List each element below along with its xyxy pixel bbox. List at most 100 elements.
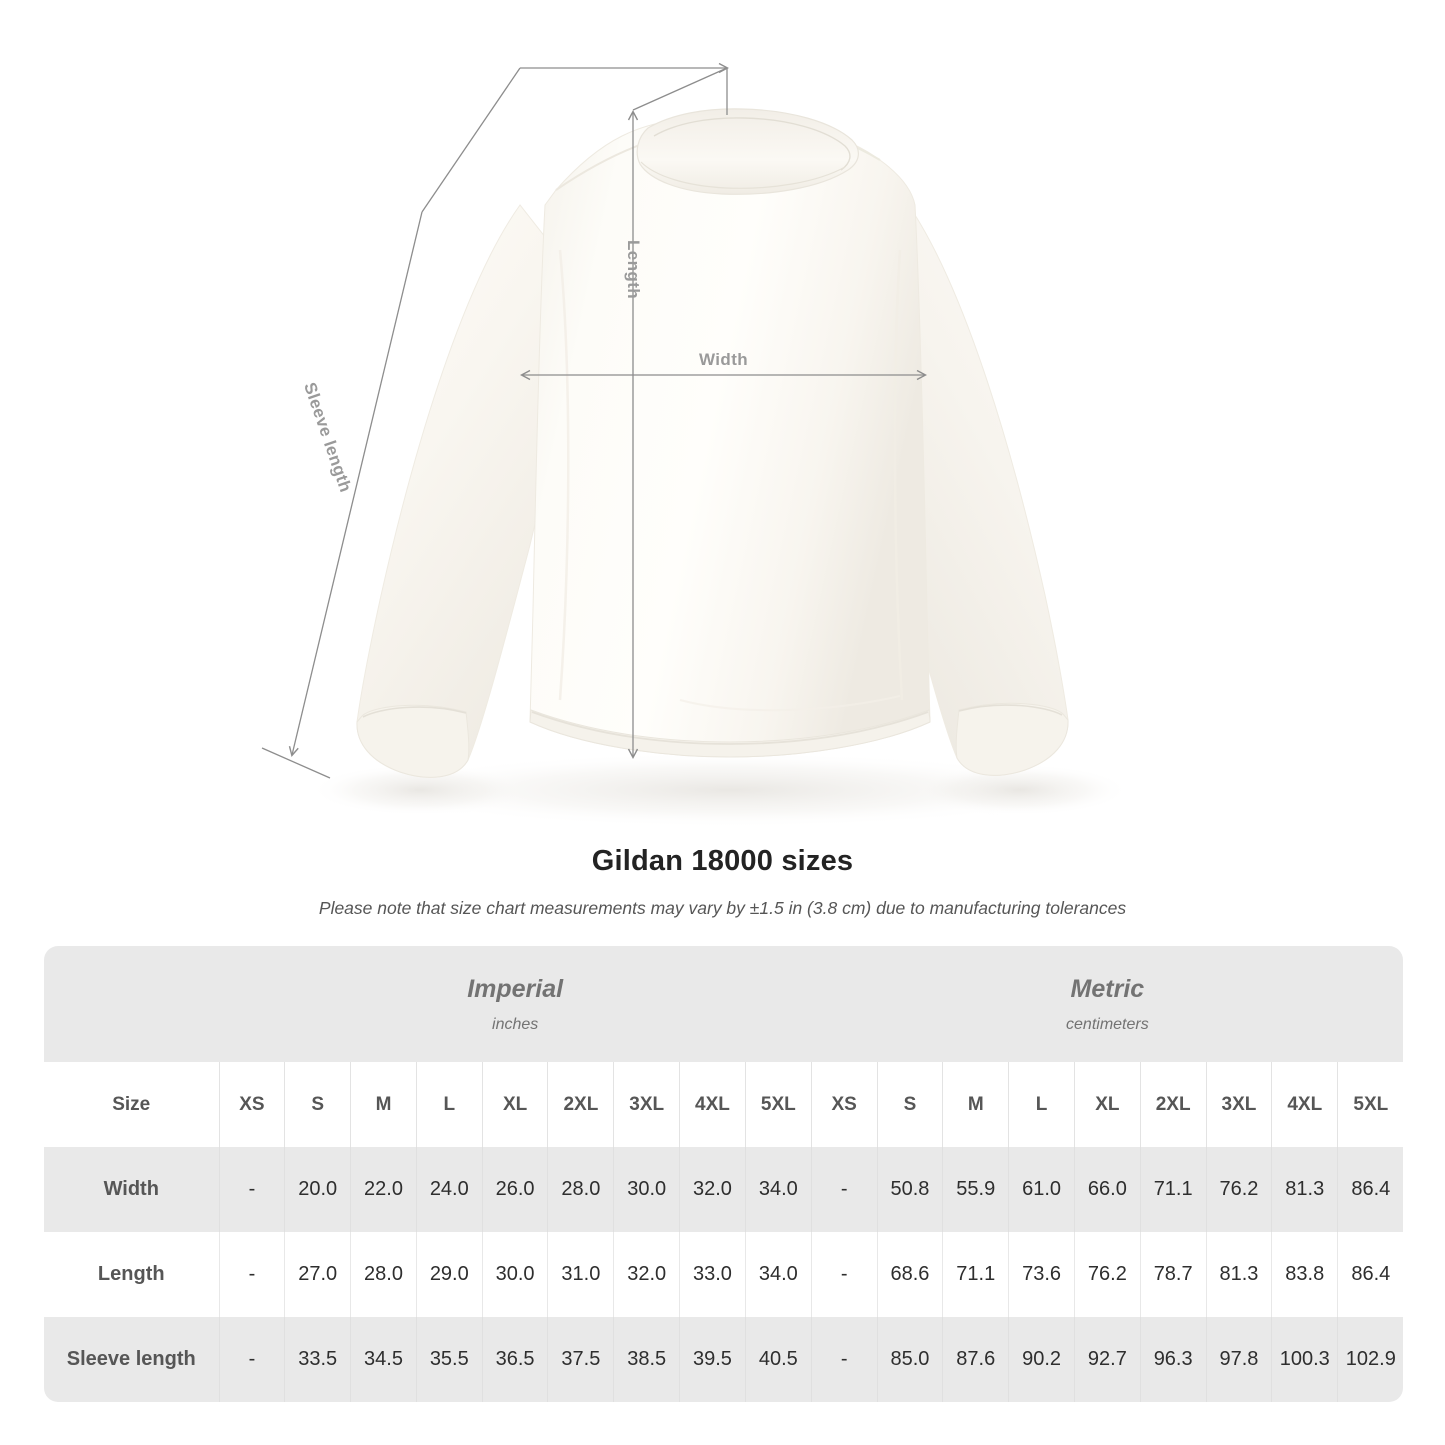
column-header-imperial-l: L [415, 1062, 483, 1147]
cell-width-imperial-s: 20.0 [284, 1147, 351, 1232]
cell-sleeve-length-metric-xs: - [810, 1317, 878, 1402]
column-header-imperial-3xl: 3XL [613, 1062, 680, 1147]
column-header-metric-xl: XL [1073, 1062, 1141, 1147]
width-dimension-label: Width [699, 350, 749, 369]
left-cuff [356, 704, 470, 778]
cell-length-imperial-xl: 30.0 [481, 1232, 548, 1317]
cell-width-imperial-xl: 26.0 [481, 1147, 548, 1232]
cell-sleeve-length-metric-2xl: 96.3 [1139, 1317, 1207, 1402]
sleeve-measure-line [261, 62, 729, 779]
cell-sleeve-length-metric-s: 85.0 [876, 1317, 943, 1402]
unit-group-name: Imperial [467, 975, 564, 1004]
cell-length-imperial-m: 28.0 [350, 1232, 417, 1317]
cell-length-imperial-4xl: 33.0 [679, 1232, 746, 1317]
cell-length-metric-m: 71.1 [942, 1232, 1009, 1317]
sweatshirt-illustration [261, 62, 1130, 828]
column-header-imperial-2xl: 2XL [547, 1062, 614, 1147]
cell-length-metric-5xl: 86.4 [1337, 1232, 1404, 1317]
cell-width-imperial-3xl: 30.0 [613, 1147, 680, 1232]
tolerance-note: Please note that size chart measurements… [318, 898, 1127, 918]
cell-sleeve-length-metric-3xl: 97.8 [1205, 1317, 1272, 1402]
cell-length-imperial-l: 29.0 [415, 1232, 483, 1317]
unit-group-subtitle: centimeters [1066, 1015, 1149, 1033]
cell-width-metric-s: 50.8 [876, 1147, 943, 1232]
cell-sleeve-length-imperial-xs: - [218, 1317, 285, 1402]
cell-sleeve-length-metric-xl: 92.7 [1073, 1317, 1141, 1402]
cell-width-metric-3xl: 76.2 [1205, 1147, 1272, 1232]
table-row: Length -27.0 28.0 29.0 30.0 31.0 32.0 33.0 34.0-… [44, 1232, 1404, 1317]
cell-sleeve-length-imperial-xl: 36.5 [481, 1317, 548, 1402]
cell-width-imperial-5xl: 34.0 [744, 1147, 812, 1232]
column-header-imperial-5xl: 5XL [744, 1062, 812, 1147]
cell-width-metric-5xl: 86.4 [1337, 1147, 1404, 1232]
cell-sleeve-length-metric-5xl: 102.9 [1337, 1317, 1404, 1402]
cell-width-imperial-l: 24.0 [415, 1147, 483, 1232]
cell-sleeve-length-imperial-5xl: 40.5 [744, 1317, 812, 1402]
unit-group-name: Metric [1070, 975, 1145, 1004]
page-title: Gildan 18000 sizes [591, 845, 854, 877]
cell-sleeve-length-imperial-2xl: 37.5 [547, 1317, 614, 1402]
unit-group-subtitle: inches [492, 1015, 539, 1033]
column-header-metric-4xl: 4XL [1271, 1062, 1338, 1147]
cell-width-imperial-2xl: 28.0 [547, 1147, 614, 1232]
cell-length-imperial-s: 27.0 [284, 1232, 351, 1317]
unit-group-imperial: Imperial inches [219, 946, 812, 1062]
collar [636, 108, 859, 195]
column-header-imperial-xs: XS [218, 1062, 285, 1147]
cell-sleeve-length-imperial-l: 35.5 [415, 1317, 483, 1402]
cell-sleeve-length-metric-m: 87.6 [942, 1317, 1009, 1402]
cell-sleeve-length-metric-l: 90.2 [1008, 1317, 1075, 1402]
cell-width-imperial-xs: - [218, 1147, 285, 1232]
cell-length-imperial-5xl: 34.0 [744, 1232, 812, 1317]
cell-sleeve-length-imperial-s: 33.5 [284, 1317, 351, 1402]
cell-length-metric-2xl: 78.7 [1139, 1232, 1207, 1317]
cell-sleeve-length-imperial-3xl: 38.5 [613, 1317, 680, 1402]
cell-width-metric-4xl: 81.3 [1271, 1147, 1338, 1232]
cell-sleeve-length-imperial-m: 34.5 [350, 1317, 417, 1402]
cell-width-imperial-m: 22.0 [350, 1147, 417, 1232]
cell-width-metric-xl: 66.0 [1073, 1147, 1141, 1232]
cell-length-imperial-3xl: 32.0 [613, 1232, 680, 1317]
cell-width-imperial-4xl: 32.0 [679, 1147, 746, 1232]
table-row: Width -20.0 22.0 24.0 26.0 28.0 30.0 32.0 34.0-5… [44, 1147, 1404, 1232]
cell-width-metric-l: 61.0 [1008, 1147, 1075, 1232]
row-label-sleeve-length: Sleeve length [44, 1317, 219, 1402]
column-header-imperial-4xl: 4XL [679, 1062, 746, 1147]
cell-sleeve-length-metric-4xl: 100.3 [1271, 1317, 1338, 1402]
unit-band-row: Imperial inches Metric centimeters [44, 946, 1404, 1062]
garment-diagram: Length Width Sleeve length [261, 62, 1130, 828]
right-cuff [955, 702, 1069, 776]
cell-length-metric-3xl: 81.3 [1205, 1232, 1272, 1317]
column-header-metric-xs: XS [810, 1062, 878, 1147]
cell-length-metric-s: 68.6 [876, 1232, 943, 1317]
sweatshirt-body [529, 117, 931, 758]
cell-width-metric-m: 55.9 [942, 1147, 1009, 1232]
column-header-metric-s: S [876, 1062, 943, 1147]
column-header-metric-l: L [1008, 1062, 1075, 1147]
table-row: Sleeve length -33.5 34.5 35.5 36.5 37.5 38.5 39… [44, 1317, 1404, 1402]
cell-sleeve-length-imperial-4xl: 39.5 [679, 1317, 746, 1402]
column-header-size: Size [44, 1062, 219, 1147]
row-label-width: Width [44, 1147, 219, 1232]
cell-length-imperial-2xl: 31.0 [547, 1232, 614, 1317]
cell-length-metric-l: 73.6 [1008, 1232, 1075, 1317]
cell-length-metric-xs: - [810, 1232, 878, 1317]
column-header-metric-m: M [942, 1062, 1009, 1147]
unit-group-metric: Metric centimeters [811, 946, 1404, 1062]
cell-length-imperial-xs: - [218, 1232, 285, 1317]
column-header-imperial-s: S [284, 1062, 351, 1147]
title-block: Gildan 18000 sizes Please note that size… [0, 845, 1445, 919]
unit-band-spacer [44, 946, 219, 1062]
cell-width-metric-xs: - [810, 1147, 878, 1232]
column-header-metric-2xl: 2XL [1139, 1062, 1207, 1147]
column-header-imperial-m: M [350, 1062, 417, 1147]
column-header-imperial-xl: XL [481, 1062, 548, 1147]
column-header-metric-3xl: 3XL [1205, 1062, 1272, 1147]
table-header-row: Size XS S M L XL 2XL 3XL 4XL 5XL XS S M L XL 2XL 3XL 4XL 5… [44, 1062, 1404, 1147]
row-label-length: Length [44, 1232, 219, 1317]
column-header-metric-5xl: 5XL [1337, 1062, 1404, 1147]
cell-width-metric-2xl: 71.1 [1139, 1147, 1207, 1232]
cell-length-metric-4xl: 83.8 [1271, 1232, 1338, 1317]
length-dimension-label: Length [624, 240, 643, 300]
size-chart-table-wrap: Imperial inches Metric centimeters Size XS S M L… [44, 946, 1404, 1402]
